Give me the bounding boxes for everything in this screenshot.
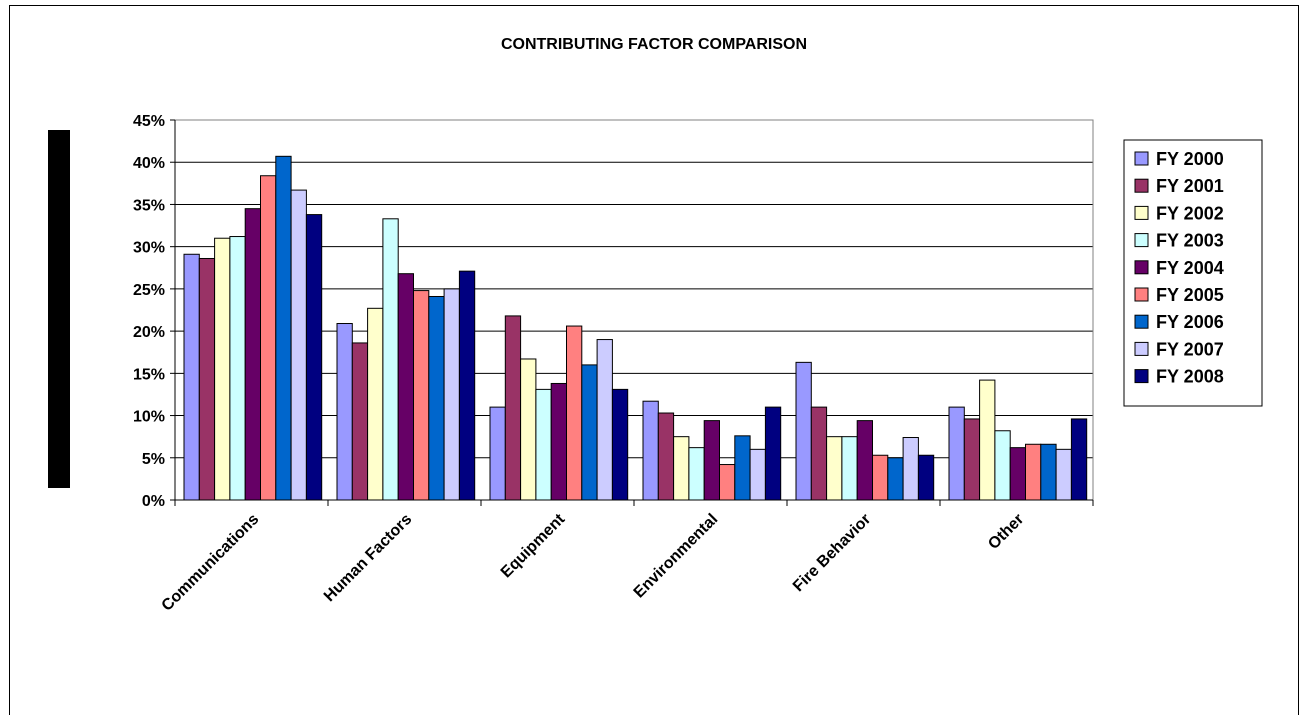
legend: FY 2000 FY 2001 FY 2002 FY 2003 FY 2004 FY 20… [1123, 139, 1263, 407]
legend-label: FY 2004 [1156, 258, 1224, 278]
bar [872, 454, 889, 501]
bar [703, 420, 721, 501]
bar [902, 437, 919, 501]
x-category-label: Equipment [498, 510, 569, 581]
bar [810, 406, 828, 501]
black-bar-decoration [48, 130, 70, 488]
bar [214, 237, 231, 501]
bar [1070, 418, 1088, 501]
bar [1009, 447, 1027, 501]
bar [611, 388, 629, 501]
bar [764, 406, 782, 501]
bar [948, 406, 965, 501]
x-category-label: Other [985, 511, 1027, 553]
legend-label: FY 2001 [1156, 176, 1224, 196]
bar [458, 270, 476, 501]
legend-swatch [1134, 369, 1149, 384]
y-axis-ticks: 0% 5% 10% 15% 20% 25% 30% 35% 40% 45% [133, 113, 175, 510]
bar [550, 382, 568, 501]
bar [734, 435, 751, 501]
bar [1040, 443, 1057, 501]
bar [351, 342, 369, 501]
y-tick-label: 10% [133, 409, 165, 426]
legend-swatch [1134, 260, 1149, 275]
x-category-label: Communications [159, 511, 263, 615]
bar [642, 400, 659, 501]
bar [183, 253, 200, 501]
chart-frame [9, 5, 1299, 715]
bar [535, 388, 552, 501]
y-tick-label: 5% [142, 451, 165, 468]
bar [887, 457, 904, 501]
bar [229, 236, 246, 501]
bar [749, 448, 766, 501]
bar [566, 325, 583, 501]
bar [917, 454, 935, 501]
y-tick-label: 20% [133, 324, 165, 341]
bar [856, 420, 874, 501]
legend-swatch [1134, 178, 1149, 193]
legend-swatch [1134, 287, 1149, 302]
bar [719, 464, 736, 501]
bar [657, 412, 675, 501]
legend-label: FY 2006 [1156, 312, 1224, 332]
legend-swatch [1134, 205, 1149, 220]
chart-title: CONTRIBUTING FACTOR COMPARISON [501, 36, 807, 53]
x-category-label: Environmental [631, 511, 722, 602]
x-axis-categories: Communications Human Factors Equipment Envi… [159, 500, 1094, 615]
y-tick-label: 15% [133, 366, 165, 383]
legend-label: FY 2003 [1156, 231, 1224, 251]
bar [596, 339, 613, 501]
bar [443, 288, 460, 501]
bar [336, 323, 353, 501]
legend-swatch [1134, 341, 1149, 356]
bar [305, 214, 323, 501]
legend-swatch [1134, 151, 1149, 166]
bar [688, 447, 705, 501]
bar [795, 361, 812, 501]
bar [428, 295, 445, 501]
y-tick-label: 0% [142, 493, 165, 510]
x-category-label: Human Factors [321, 511, 415, 605]
bar [826, 436, 843, 501]
bar [963, 418, 981, 501]
bar [1025, 443, 1042, 501]
y-tick-label: 40% [133, 155, 165, 172]
legend-swatch [1134, 314, 1149, 329]
bar [1055, 448, 1072, 501]
bar [244, 208, 261, 501]
bar [260, 175, 277, 501]
y-tick-label: 25% [133, 282, 165, 299]
legend-label: FY 2005 [1156, 285, 1224, 305]
legend-label: FY 2007 [1156, 339, 1224, 359]
bar [413, 290, 430, 501]
bar [367, 307, 384, 501]
bar [520, 358, 537, 501]
bar [841, 436, 858, 501]
bar [504, 315, 522, 501]
bar [275, 155, 292, 501]
bar [581, 364, 598, 501]
y-tick-label: 35% [133, 197, 165, 214]
bar [198, 257, 216, 501]
bar [979, 379, 996, 501]
bar [290, 189, 307, 501]
bar [994, 430, 1011, 501]
bar [489, 406, 506, 501]
x-category-label: Fire Behavior [790, 511, 874, 595]
bar-series [183, 155, 1088, 501]
bar [397, 273, 415, 501]
legend-label: FY 2008 [1156, 367, 1224, 387]
y-tick-label: 30% [133, 240, 165, 257]
legend-swatch [1134, 233, 1149, 248]
bar [673, 436, 690, 501]
legend-label: FY 2000 [1156, 149, 1224, 169]
bar [382, 218, 399, 501]
legend-label: FY 2002 [1156, 203, 1224, 223]
y-tick-label: 45% [133, 113, 165, 130]
